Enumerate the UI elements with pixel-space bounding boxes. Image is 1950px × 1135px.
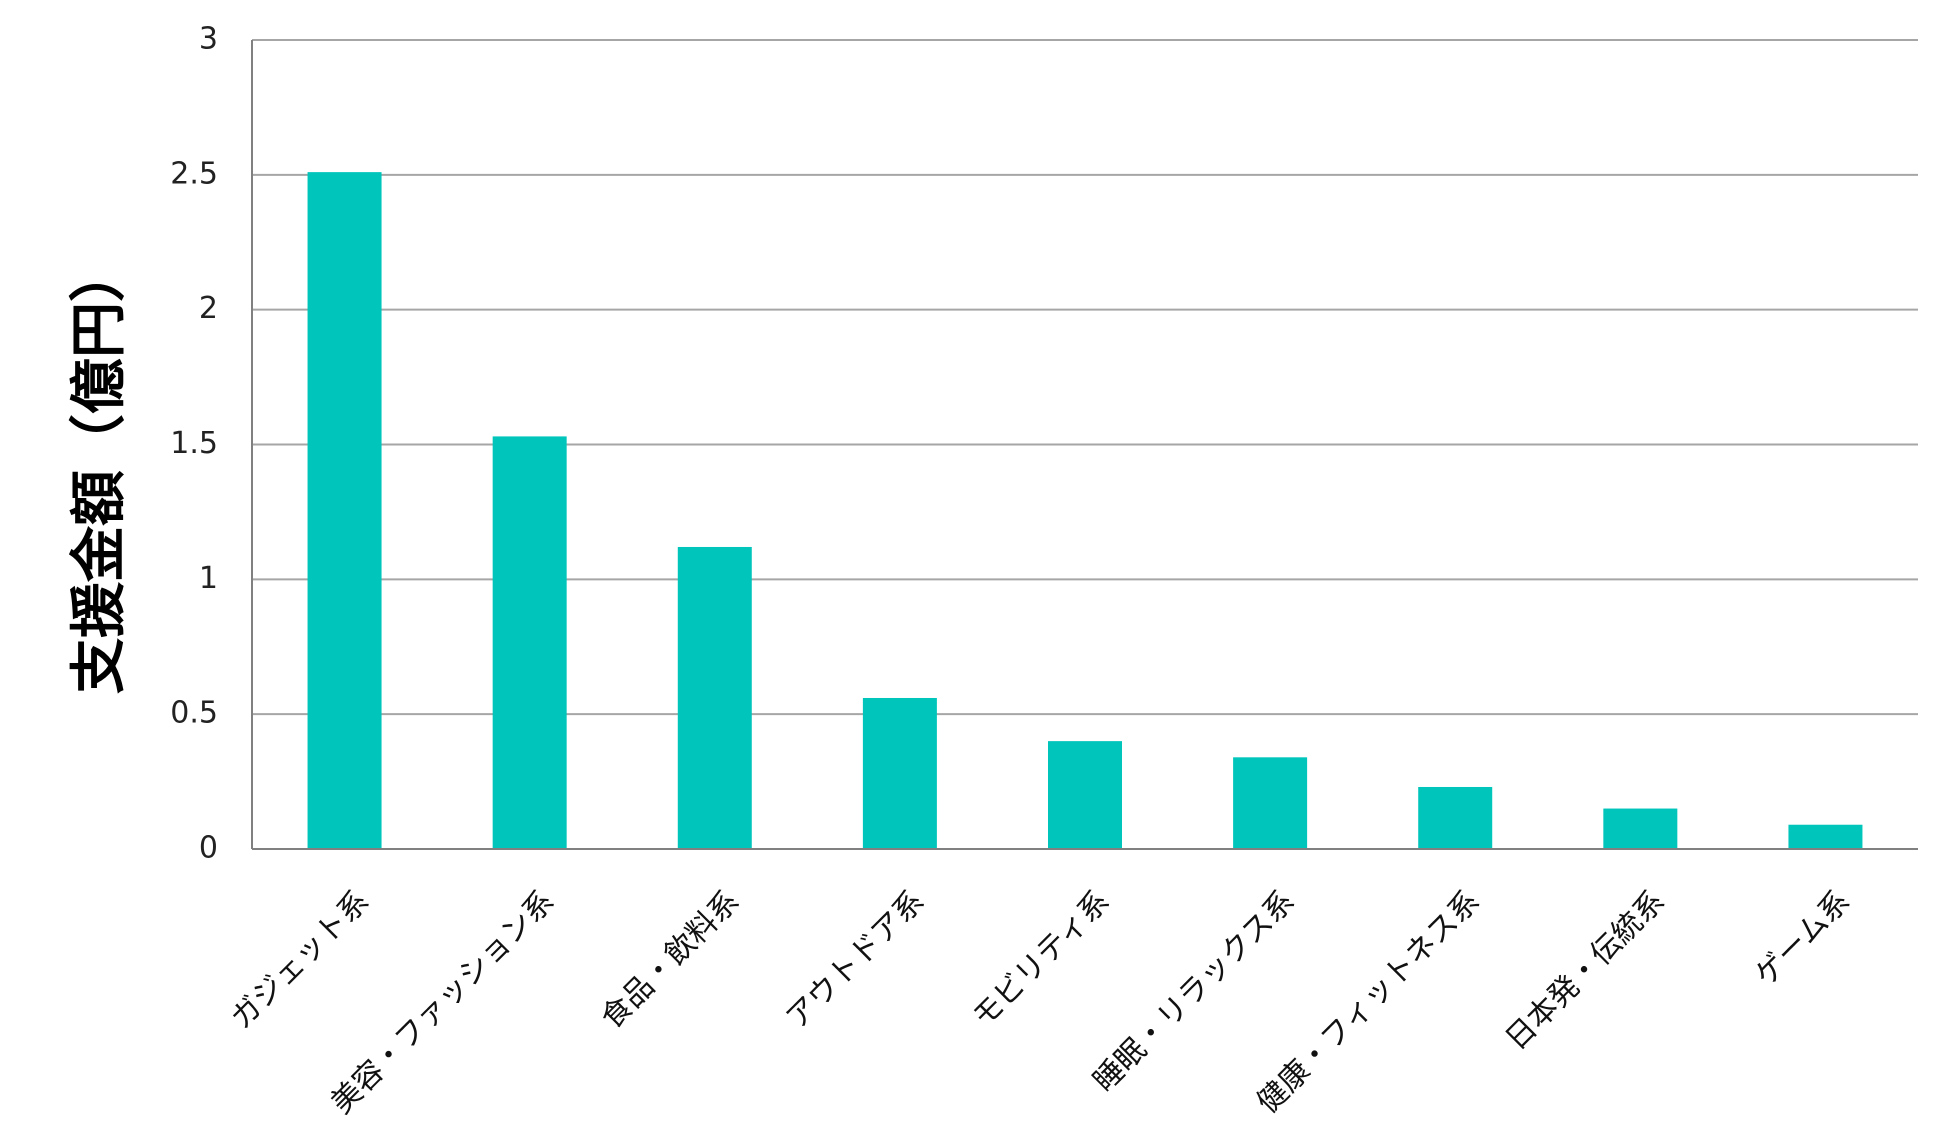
bar — [307, 172, 382, 850]
x-tick-label: 食品・飲料系 — [594, 884, 746, 1036]
bars — [307, 172, 1863, 850]
bar — [1418, 786, 1493, 849]
bar — [492, 436, 567, 849]
bar — [1788, 824, 1863, 849]
bar — [677, 546, 752, 849]
bar — [1603, 808, 1678, 849]
y-tick-label: 1.5 — [170, 426, 218, 461]
bar — [862, 697, 937, 849]
x-tick-label: アウトドア系 — [780, 884, 932, 1036]
y-tick-label: 2 — [199, 291, 218, 326]
y-tick-label: 0 — [199, 831, 218, 866]
y-axis-label: 支援金額（億円） — [67, 246, 132, 694]
x-tick-label: ガジェット系 — [224, 884, 376, 1036]
bar — [1233, 757, 1308, 849]
x-tick-label: 日本発・伝統系 — [1499, 884, 1672, 1057]
x-tick-label: 睡眠・リラックス系 — [1087, 884, 1302, 1099]
y-tick-label: 1 — [199, 561, 218, 596]
bar — [1048, 741, 1122, 849]
y-tick-labels: 0 0.5 1 1.5 2 2.5 3 — [170, 22, 218, 866]
y-tick-label: 0.5 — [170, 696, 218, 731]
y-tick-label: 3 — [199, 22, 218, 57]
x-tick-label: モビリティ系 — [966, 884, 1117, 1035]
y-tick-label: 2.5 — [170, 156, 218, 191]
axes — [251, 40, 1918, 850]
x-tick-label: ゲーム系 — [1748, 884, 1857, 993]
